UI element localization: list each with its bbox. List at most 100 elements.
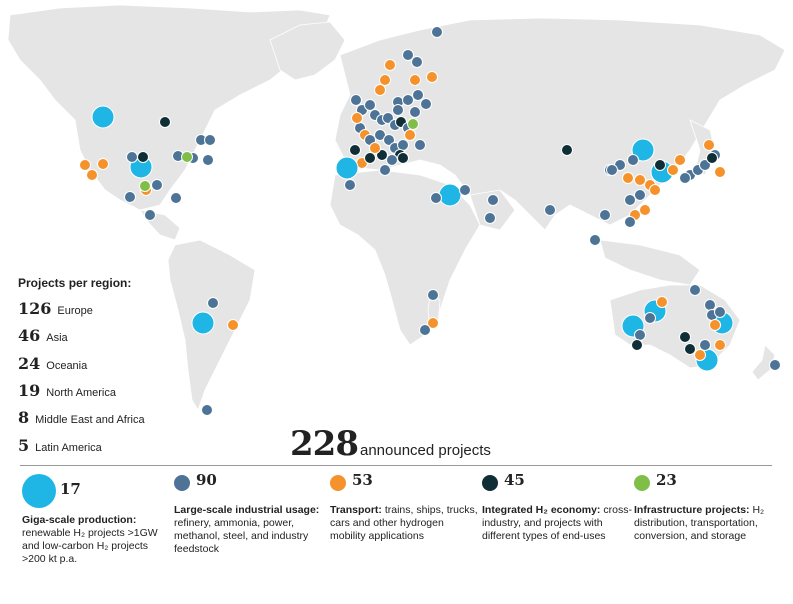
industrial-project-marker <box>170 192 182 204</box>
legend-description: Transport: trains, ships, trucks, cars a… <box>330 504 480 543</box>
integrated-project-marker <box>364 152 376 164</box>
legend-title: Large-scale industrial usage: <box>174 504 320 516</box>
transport-project-marker <box>714 339 726 351</box>
regions-title: Projects per region: <box>18 276 132 290</box>
transport-project-marker <box>667 164 679 176</box>
integrated-project-marker <box>376 149 388 161</box>
region-count: 19 <box>18 381 41 400</box>
region-row: 46 Asia <box>18 326 68 345</box>
industrial-project-marker <box>374 129 386 141</box>
land-shape <box>599 239 701 286</box>
integrated-project-marker <box>561 144 573 156</box>
industrial-project-marker <box>126 151 138 163</box>
legend-text: H₂ distribution, transportation, convers… <box>634 504 765 542</box>
giga-project-marker <box>335 156 359 180</box>
industrial-project-marker <box>379 164 391 176</box>
region-name: Oceania <box>46 360 88 372</box>
transport-project-marker <box>694 349 706 361</box>
transport-project-marker <box>714 166 726 178</box>
region-name: Asia <box>46 332 68 344</box>
transport-project-marker <box>351 112 363 124</box>
transport-project-marker <box>634 174 646 186</box>
region-name: Europe <box>57 305 93 317</box>
legend-count: 90 <box>196 471 217 489</box>
industrial-project-marker <box>402 94 414 106</box>
transport-project-marker <box>426 71 438 83</box>
industrial-project-marker <box>769 359 781 371</box>
transport-project-marker <box>404 129 416 141</box>
region-name: Latin America <box>35 442 102 454</box>
integrated-project-marker <box>349 144 361 156</box>
industrial-project-marker <box>634 329 646 341</box>
industrial-project-marker <box>544 204 556 216</box>
transport-project-marker <box>703 139 715 151</box>
land-shape <box>469 189 516 231</box>
transport-project-marker <box>369 142 381 154</box>
industrial-project-marker <box>144 209 156 221</box>
transport-project-marker <box>427 317 439 329</box>
integrated-project-marker <box>159 116 171 128</box>
total-label: announced projects <box>359 442 491 459</box>
industrial-project-marker <box>383 134 395 146</box>
industrial-project-marker <box>411 56 423 68</box>
circle-icon <box>330 475 346 491</box>
industrial-project-marker <box>624 216 636 228</box>
infrastructure-project-marker <box>181 151 193 163</box>
integrated-project-marker <box>684 343 696 355</box>
industrial-project-marker <box>679 172 691 184</box>
legend-description: Large-scale industrial usage: refinery, … <box>174 504 324 556</box>
legend-title: Integrated H₂ economy: <box>482 504 604 516</box>
legend-title: Infrastructure projects: <box>634 504 753 516</box>
industrial-project-marker <box>204 134 216 146</box>
industrial-project-marker <box>644 312 656 324</box>
legend-description: Infrastructure projects: H₂ distribution… <box>634 504 784 543</box>
large-circle-icon <box>22 474 56 508</box>
transport-project-marker <box>639 204 651 216</box>
industrial-project-marker <box>151 179 163 191</box>
land-shape <box>269 21 346 81</box>
industrial-project-marker <box>419 324 431 336</box>
integrated-project-marker <box>706 152 718 164</box>
transport-project-marker <box>622 172 634 184</box>
industrial-project-marker <box>402 49 414 61</box>
region-count: 24 <box>18 354 41 373</box>
legend-count: 45 <box>504 471 525 489</box>
industrial-project-marker <box>392 104 404 116</box>
industrial-project-marker <box>364 99 376 111</box>
legend-title: Transport: <box>330 504 385 516</box>
industrial-project-marker <box>420 98 432 110</box>
industrial-project-marker <box>414 139 426 151</box>
industrial-project-marker <box>487 194 499 206</box>
legend-count: 53 <box>352 471 373 489</box>
infrastructure-project-marker <box>139 180 151 192</box>
legend-title: Giga-scale production: <box>22 514 137 526</box>
integrated-project-marker <box>631 339 643 351</box>
legend-count: 23 <box>656 471 677 489</box>
region-name: Middle East and Africa <box>35 414 145 426</box>
transport-project-marker <box>409 74 421 86</box>
legend-text: cross-industry, and projects with differ… <box>482 504 632 542</box>
industrial-project-marker <box>704 299 716 311</box>
legend-text: renewable H₂ projects >1GW and low-carbo… <box>22 527 158 565</box>
transport-project-marker <box>227 319 239 331</box>
circle-icon <box>482 475 498 491</box>
transport-project-marker <box>674 154 686 166</box>
industrial-project-marker <box>689 284 701 296</box>
region-row: 8 Middle East and Africa <box>18 408 145 427</box>
transport-project-marker <box>86 169 98 181</box>
integrated-project-marker <box>137 151 149 163</box>
land-shape <box>751 344 776 381</box>
transport-project-marker <box>656 296 668 308</box>
industrial-project-marker <box>589 234 601 246</box>
circle-icon <box>174 475 190 491</box>
region-name: North America <box>46 387 116 399</box>
transport-project-marker <box>97 158 109 170</box>
land-masses <box>7 4 786 411</box>
total-count: 228 <box>290 424 359 464</box>
industrial-project-marker <box>459 184 471 196</box>
industrial-project-marker <box>201 404 213 416</box>
industrial-project-marker <box>624 194 636 206</box>
industrial-project-marker <box>397 139 409 151</box>
industrial-project-marker <box>431 26 443 38</box>
project-markers <box>79 26 781 416</box>
